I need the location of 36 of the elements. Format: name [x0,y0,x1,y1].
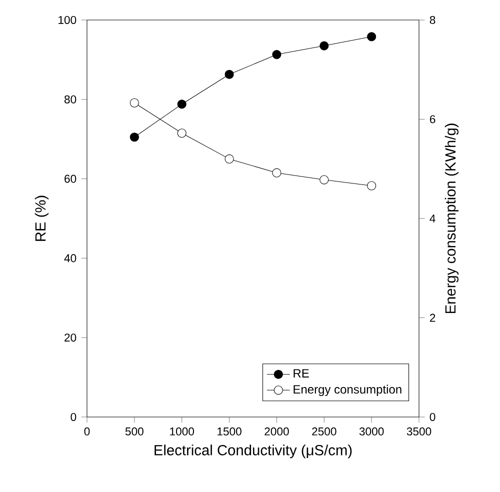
x-tick-label: 1000 [170,427,194,436]
x-tick-label: 3000 [359,427,384,436]
y-tick-label: 60 [64,174,76,183]
y-tick-label: 100 [58,16,76,24]
point [320,41,329,50]
y2-tick-label: 4 [430,214,436,222]
point [177,100,186,109]
point [130,132,139,142]
point [130,98,139,108]
x-tick-label: 0 [84,427,90,436]
y2-tick-label: 0 [430,412,436,421]
point [224,154,234,164]
x-tick-label: 3500 [406,427,432,436]
y-tick-label: 0 [70,412,76,421]
point [272,50,282,60]
y2-tick-label: 8 [430,16,436,24]
point [177,128,186,138]
point [320,175,329,184]
y2-axis-title: Energy consumption (KWh/g) [444,124,459,314]
x-tick-label: 500 [125,427,144,436]
y2-tick-label: 2 [430,314,436,322]
point [224,70,234,79]
point [272,168,282,178]
x-axis-title: Electrical Conductivity (μS/cm) [154,444,352,458]
legend-label: RE [294,369,309,378]
x-tick-label: 2500 [312,427,336,436]
y-tick-label: 40 [64,254,76,262]
point [367,181,376,190]
y-axis-title: RE (%) [34,196,49,241]
x-tick-label: 2000 [264,427,289,436]
legend-label: Energy consumption [294,384,402,396]
y2-tick-label: 6 [430,115,436,124]
x-tick-label: 1500 [218,427,242,436]
y-tick-label: 80 [64,95,76,104]
point [367,32,376,42]
y-tick-label: 20 [64,334,76,342]
